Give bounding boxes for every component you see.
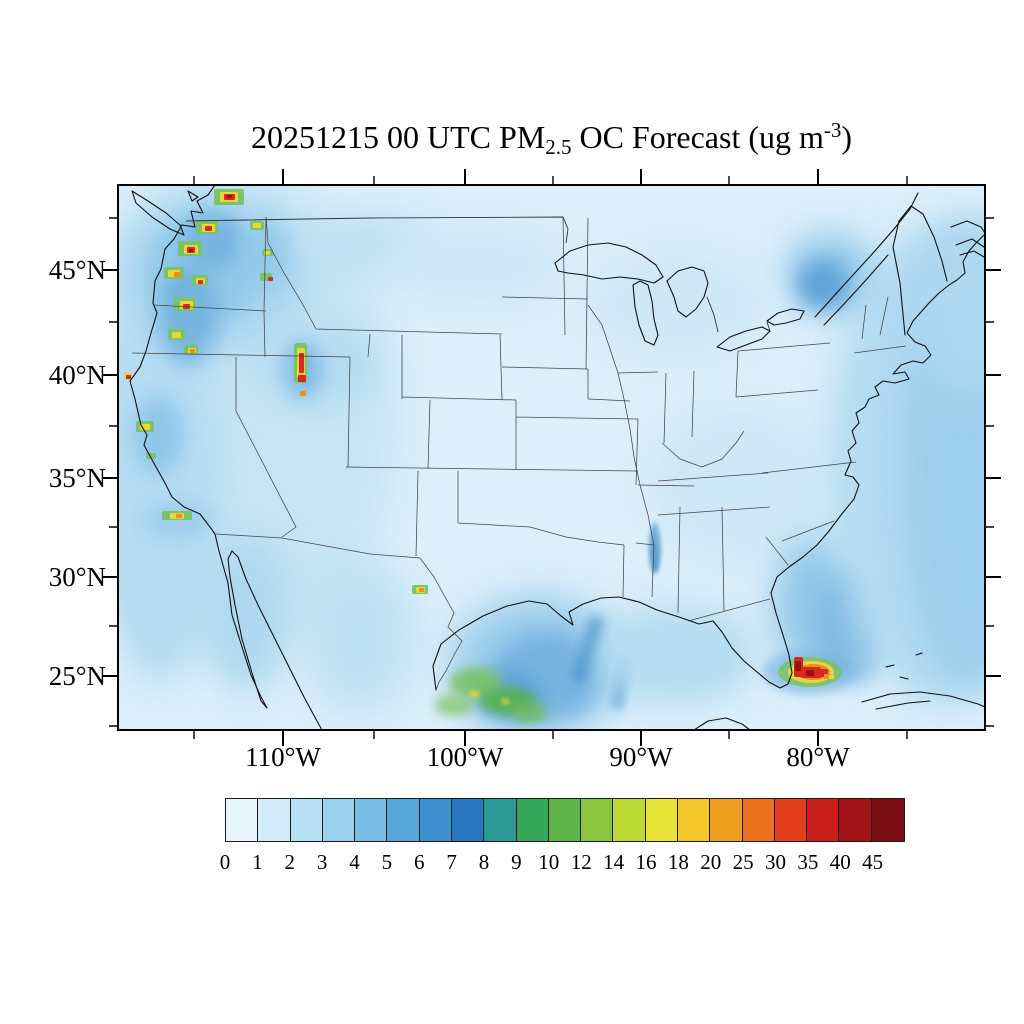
colorbar-box	[580, 798, 615, 842]
colorbar-box	[224, 798, 260, 842]
colorbar-label: 25	[732, 850, 754, 874]
colorbar-box	[450, 798, 486, 842]
lon-label-90w: 90°W	[609, 742, 673, 772]
colorbar-box	[838, 798, 873, 842]
state-borders	[131, 216, 907, 691]
colorbar-box	[741, 798, 776, 842]
map-canvas	[102, 169, 1001, 746]
concentration-field	[118, 185, 985, 730]
colorbar-label: 5	[381, 850, 393, 874]
title-text: 20251215 00 UTC PM	[250, 119, 546, 155]
colorbar-label: 4	[349, 850, 360, 874]
colorbar-box	[806, 798, 841, 842]
colorbar-box	[321, 798, 357, 842]
lat-label-30n: 30°N	[48, 562, 106, 592]
colorbar-label: 9	[511, 850, 522, 874]
colorbar-box	[547, 798, 583, 842]
lat-label-45n: 45°N	[48, 255, 106, 285]
colorbar-box	[354, 798, 389, 842]
colorbar-box	[289, 798, 324, 842]
colorbar-label: 8	[478, 850, 490, 874]
colorbar-box	[676, 798, 712, 842]
colorbar-label: 40	[829, 850, 851, 874]
colorbar-label: 45	[862, 850, 884, 874]
colorbar-label: 6	[414, 850, 425, 874]
colorbar-label: 0	[219, 850, 231, 874]
colorbar-label: 7	[446, 850, 457, 874]
colorbar-label: 12	[570, 850, 592, 874]
colorbar-label: 3	[316, 850, 328, 874]
lon-label-80w: 80°W	[786, 742, 850, 772]
title-superscript: -3	[823, 118, 842, 142]
colorbar-label: 14	[603, 850, 625, 874]
colorbar-box	[644, 798, 679, 842]
colorbar-label: 10	[538, 850, 560, 874]
map-frame	[117, 184, 986, 731]
colorbar-box	[418, 798, 453, 842]
title-text-end: )	[841, 119, 853, 155]
colorbar-label: 20	[700, 850, 722, 874]
forecast-map	[102, 169, 1001, 746]
colorbar-label: 2	[284, 850, 296, 874]
coastline	[129, 185, 985, 730]
colorbar-boxes	[224, 798, 905, 842]
axis-ticks	[102, 169, 1001, 746]
colorbar-box	[709, 798, 744, 842]
colorbar-label: 16	[635, 850, 657, 874]
lat-label-35n: 35°N	[48, 463, 106, 493]
lat-label-25n: 25°N	[48, 661, 106, 691]
colorbar-box	[612, 798, 647, 842]
colorbar-box	[870, 798, 905, 842]
colorbar-box	[515, 798, 550, 842]
title-text-mid: OC Forecast (ug m	[571, 119, 824, 155]
colorbar-label: 1	[252, 850, 263, 874]
colorbar-label: 18	[667, 850, 689, 874]
page-title: 20251215 00 UTC PM2.5 OC Forecast (ug m-…	[118, 118, 985, 160]
lon-label-110w: 110°W	[245, 742, 321, 772]
lat-label-40n: 40°N	[48, 360, 106, 390]
colorbar-label: 35	[797, 850, 819, 874]
colorbar-box	[483, 798, 518, 842]
colorbar-box	[773, 798, 809, 842]
colorbar-labels: 0 1 2 3 4 5 6 7 8 9 10 12 14 16 18 20 25 30 35 40 45	[220, 842, 905, 882]
colorbar-box	[257, 798, 292, 842]
colorbar-box	[386, 798, 421, 842]
colorbar-label: 30	[764, 850, 786, 874]
lon-label-100w: 100°W	[426, 742, 504, 772]
title-subscript: 2.5	[545, 135, 572, 159]
colorbar: 0 1 2 3 4 5 6 7 8 9 10 12 14 16 18 20 25 30 35 40 45	[220, 798, 905, 888]
